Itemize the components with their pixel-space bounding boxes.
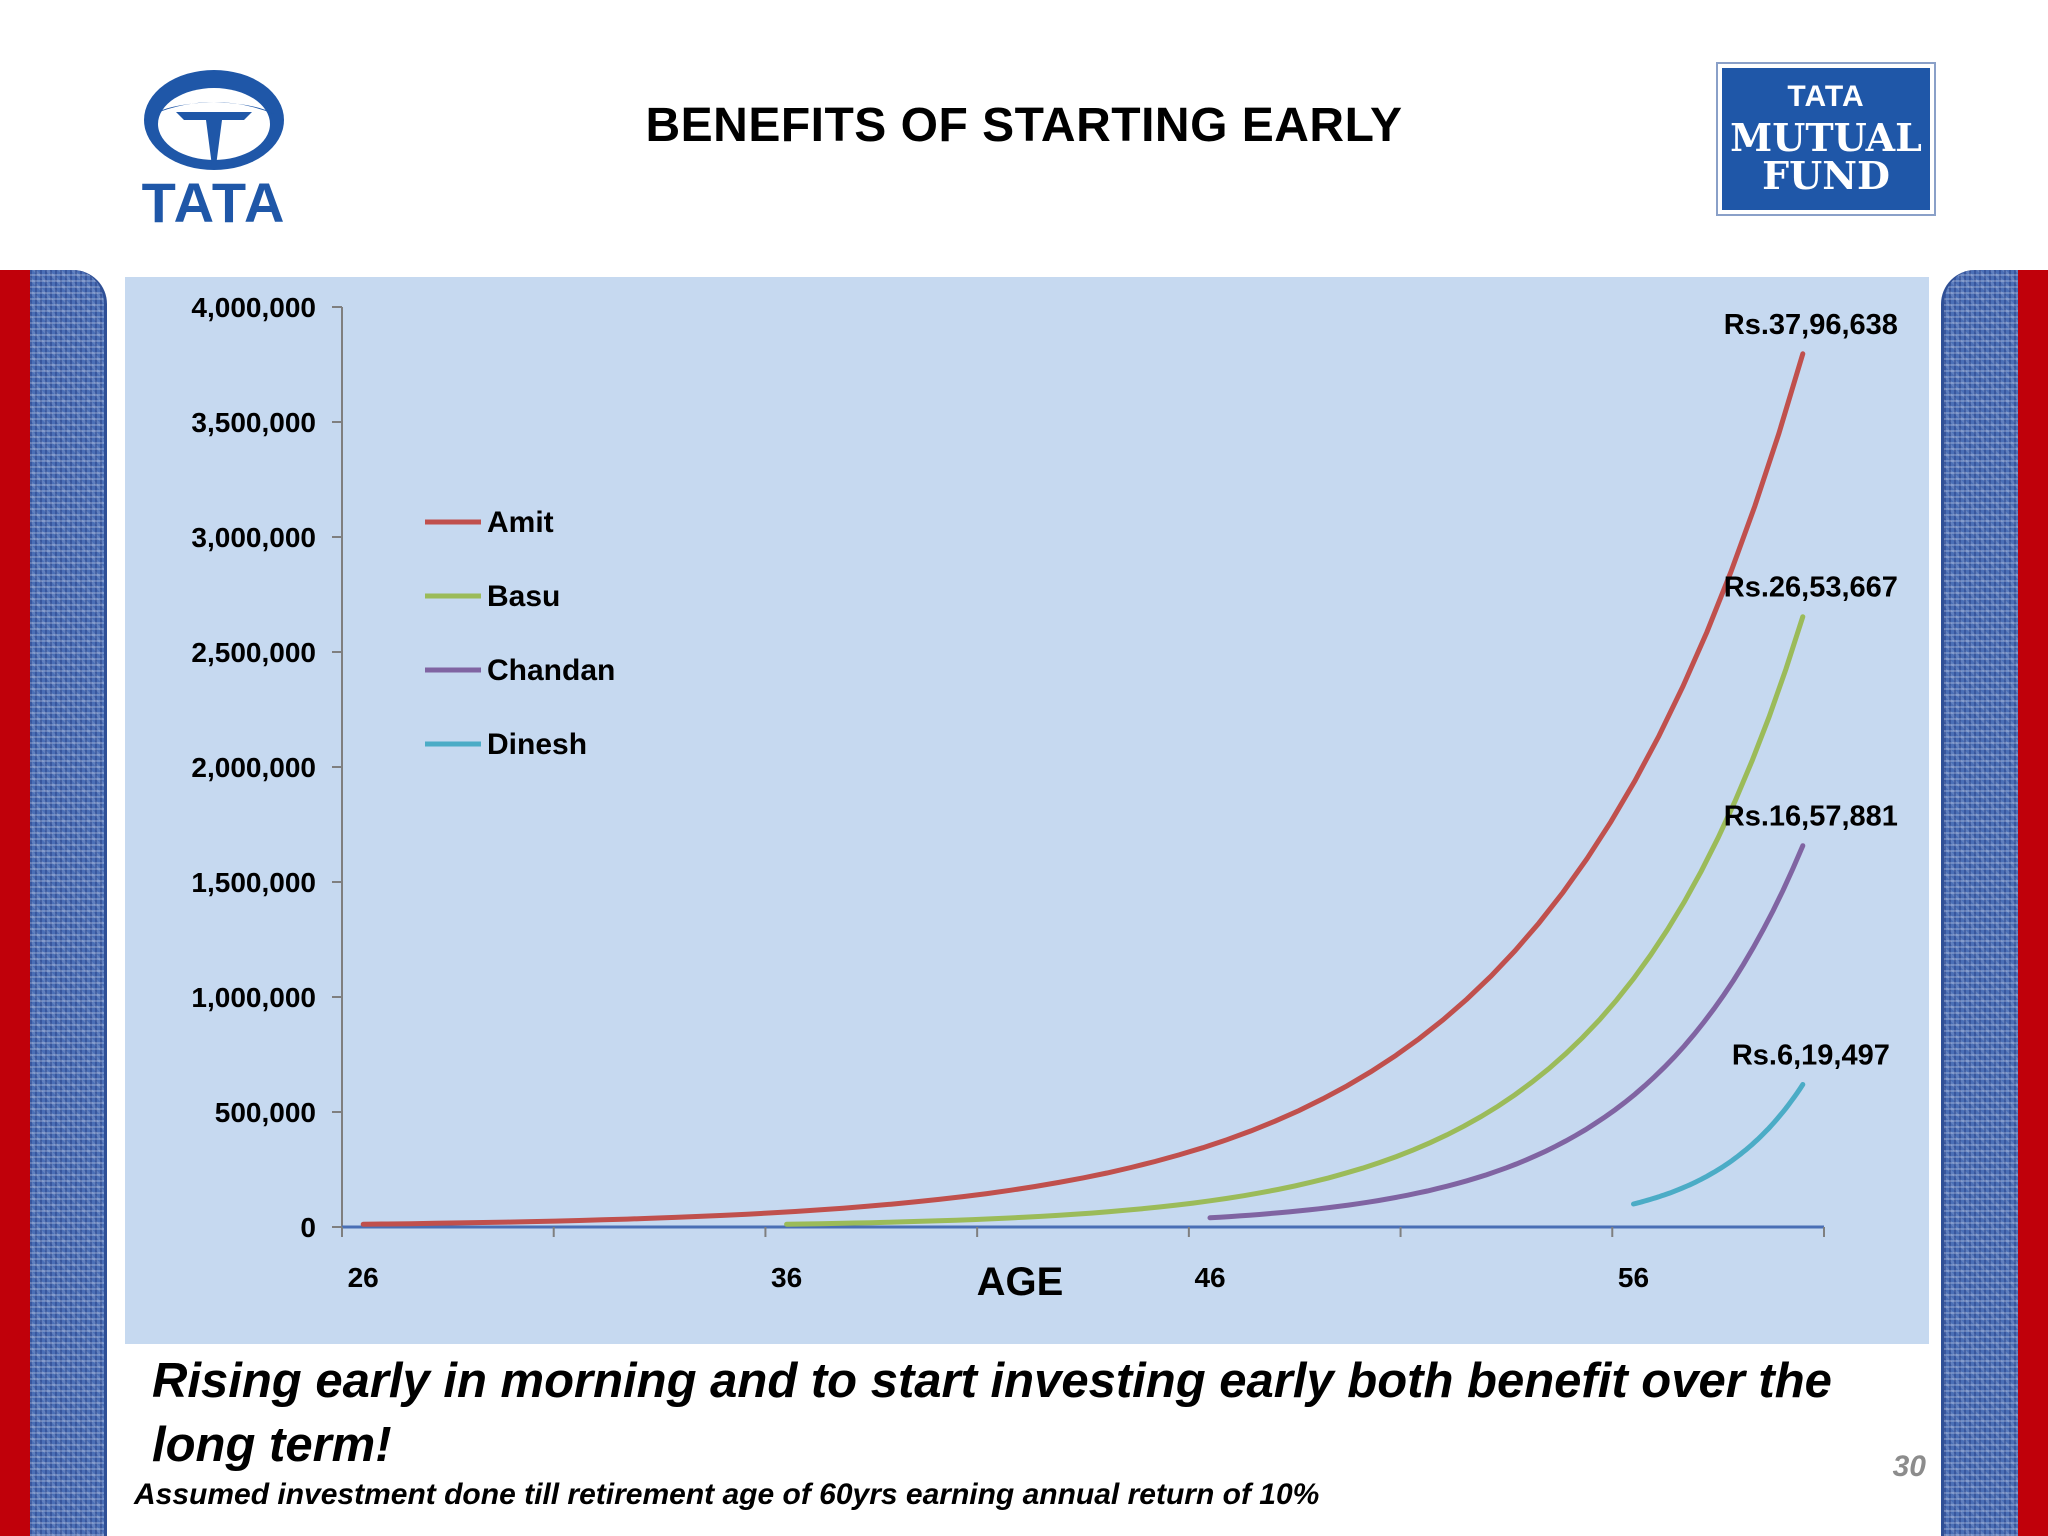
x-tick-label: 36 — [771, 1262, 802, 1293]
right-red-stripe — [2018, 270, 2048, 1536]
legend-label-basu: Basu — [487, 580, 560, 613]
y-tick-label: 3,000,000 — [191, 522, 316, 553]
chart-panel: 0 500,000 1,000,000 1,500,000 2,000,000 2,500… — [125, 277, 1929, 1344]
legend-label-chandan: Chandan — [487, 654, 615, 687]
tata-logo: TATA — [142, 70, 287, 232]
series-line-amit — [360, 351, 1806, 1227]
y-tick-label: 1,500,000 — [191, 867, 316, 898]
series-line-basu — [784, 614, 1806, 1227]
end-label-basu: Rs.26,53,667 — [1724, 572, 1898, 604]
x-tick-label: 56 — [1618, 1262, 1649, 1293]
y-tick-label: 4,000,000 — [191, 292, 316, 323]
x-tick-label: 46 — [1194, 1262, 1225, 1293]
tata-mutual-fund-logo-panel: TATA MUTUAL FUND — [1722, 68, 1930, 210]
left-decorative-band — [0, 270, 107, 1536]
end-value-labels: Rs.37,96,638 Rs.26,53,667 Rs.16,57,881 Rs.6… — [1724, 309, 1898, 1072]
x-axis-label: AGE — [977, 1260, 1064, 1304]
tata-emblem-icon — [144, 70, 284, 170]
y-tick-label: 0 — [300, 1212, 316, 1243]
series-lines — [360, 351, 1806, 1227]
end-label-chandan: Rs.16,57,881 — [1724, 801, 1898, 833]
y-tick-label: 1,000,000 — [191, 982, 316, 1013]
line-chart: 0 500,000 1,000,000 1,500,000 2,000,000 2,500… — [191, 292, 1898, 1304]
slide-tagline: Rising early in morning and to start inv… — [152, 1354, 1832, 1472]
series-line-chandan — [1207, 843, 1806, 1221]
series-line-dinesh — [1631, 1082, 1806, 1207]
x-tick-label: 26 — [348, 1262, 379, 1293]
page-number: 30 — [1892, 1450, 1926, 1483]
left-red-stripe — [0, 270, 30, 1536]
legend-label-amit: Amit — [487, 506, 554, 539]
slide-title: BENEFITS OF STARTING EARLY — [645, 99, 1403, 152]
tata-wordmark: TATA — [142, 171, 287, 232]
tmf-logo-line3: FUND — [1762, 153, 1890, 199]
y-tick-label: 2,500,000 — [191, 637, 316, 668]
legend: Amit Basu Chandan Dinesh — [425, 506, 615, 761]
end-label-amit: Rs.37,96,638 — [1724, 309, 1898, 341]
right-decorative-band — [1941, 270, 2048, 1536]
y-tick-label: 3,500,000 — [191, 407, 316, 438]
end-label-dinesh: Rs.6,19,497 — [1732, 1040, 1890, 1072]
y-tick-label: 2,000,000 — [191, 752, 316, 783]
tmf-logo-line1: TATA — [1787, 79, 1865, 113]
axes: 0 500,000 1,000,000 1,500,000 2,000,000 2,500… — [191, 292, 1825, 1304]
tata-mutual-fund-logo: TATA MUTUAL FUND — [1716, 62, 1936, 216]
tmf-logo-line2: MUTUAL — [1730, 114, 1922, 160]
legend-label-dinesh: Dinesh — [487, 728, 587, 761]
y-tick-label: 500,000 — [215, 1097, 316, 1128]
footnote: Assumed investment done till retirement … — [134, 1478, 1320, 1511]
